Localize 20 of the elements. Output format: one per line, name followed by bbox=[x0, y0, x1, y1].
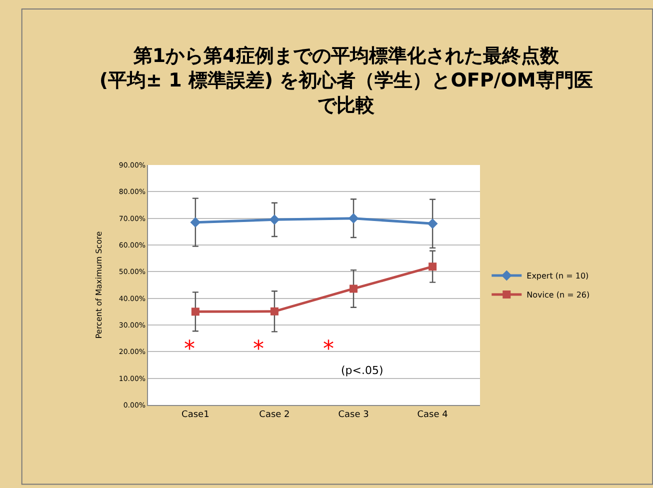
x-tick-label: Case 4 bbox=[417, 410, 448, 420]
point bbox=[427, 218, 438, 229]
point bbox=[348, 213, 359, 224]
annotation: * bbox=[323, 337, 334, 362]
point bbox=[269, 214, 280, 225]
point bbox=[428, 262, 437, 271]
annotation: * bbox=[253, 337, 264, 362]
annotation: * bbox=[184, 337, 195, 362]
point bbox=[190, 217, 201, 228]
x-tick-label: Case 3 bbox=[338, 410, 369, 420]
legend-label: Novice (n = 26) bbox=[526, 290, 590, 300]
annotation: (p<.05) bbox=[341, 364, 384, 377]
legend-label: Expert (n = 10) bbox=[526, 272, 589, 281]
point bbox=[350, 284, 358, 293]
chart-title: 第1から第4症例までの平均標準化された最終点数(平均± 1 標準誤差) を初心者（学生）とOFP/OM専門医で比較 bbox=[99, 45, 593, 116]
x-tick-label: Case1 bbox=[182, 410, 210, 420]
y-axis-title: Percent of Maximum Score bbox=[94, 231, 104, 339]
x-tick-label: Case 2 bbox=[259, 410, 290, 420]
point bbox=[270, 307, 278, 316]
point bbox=[191, 308, 200, 316]
